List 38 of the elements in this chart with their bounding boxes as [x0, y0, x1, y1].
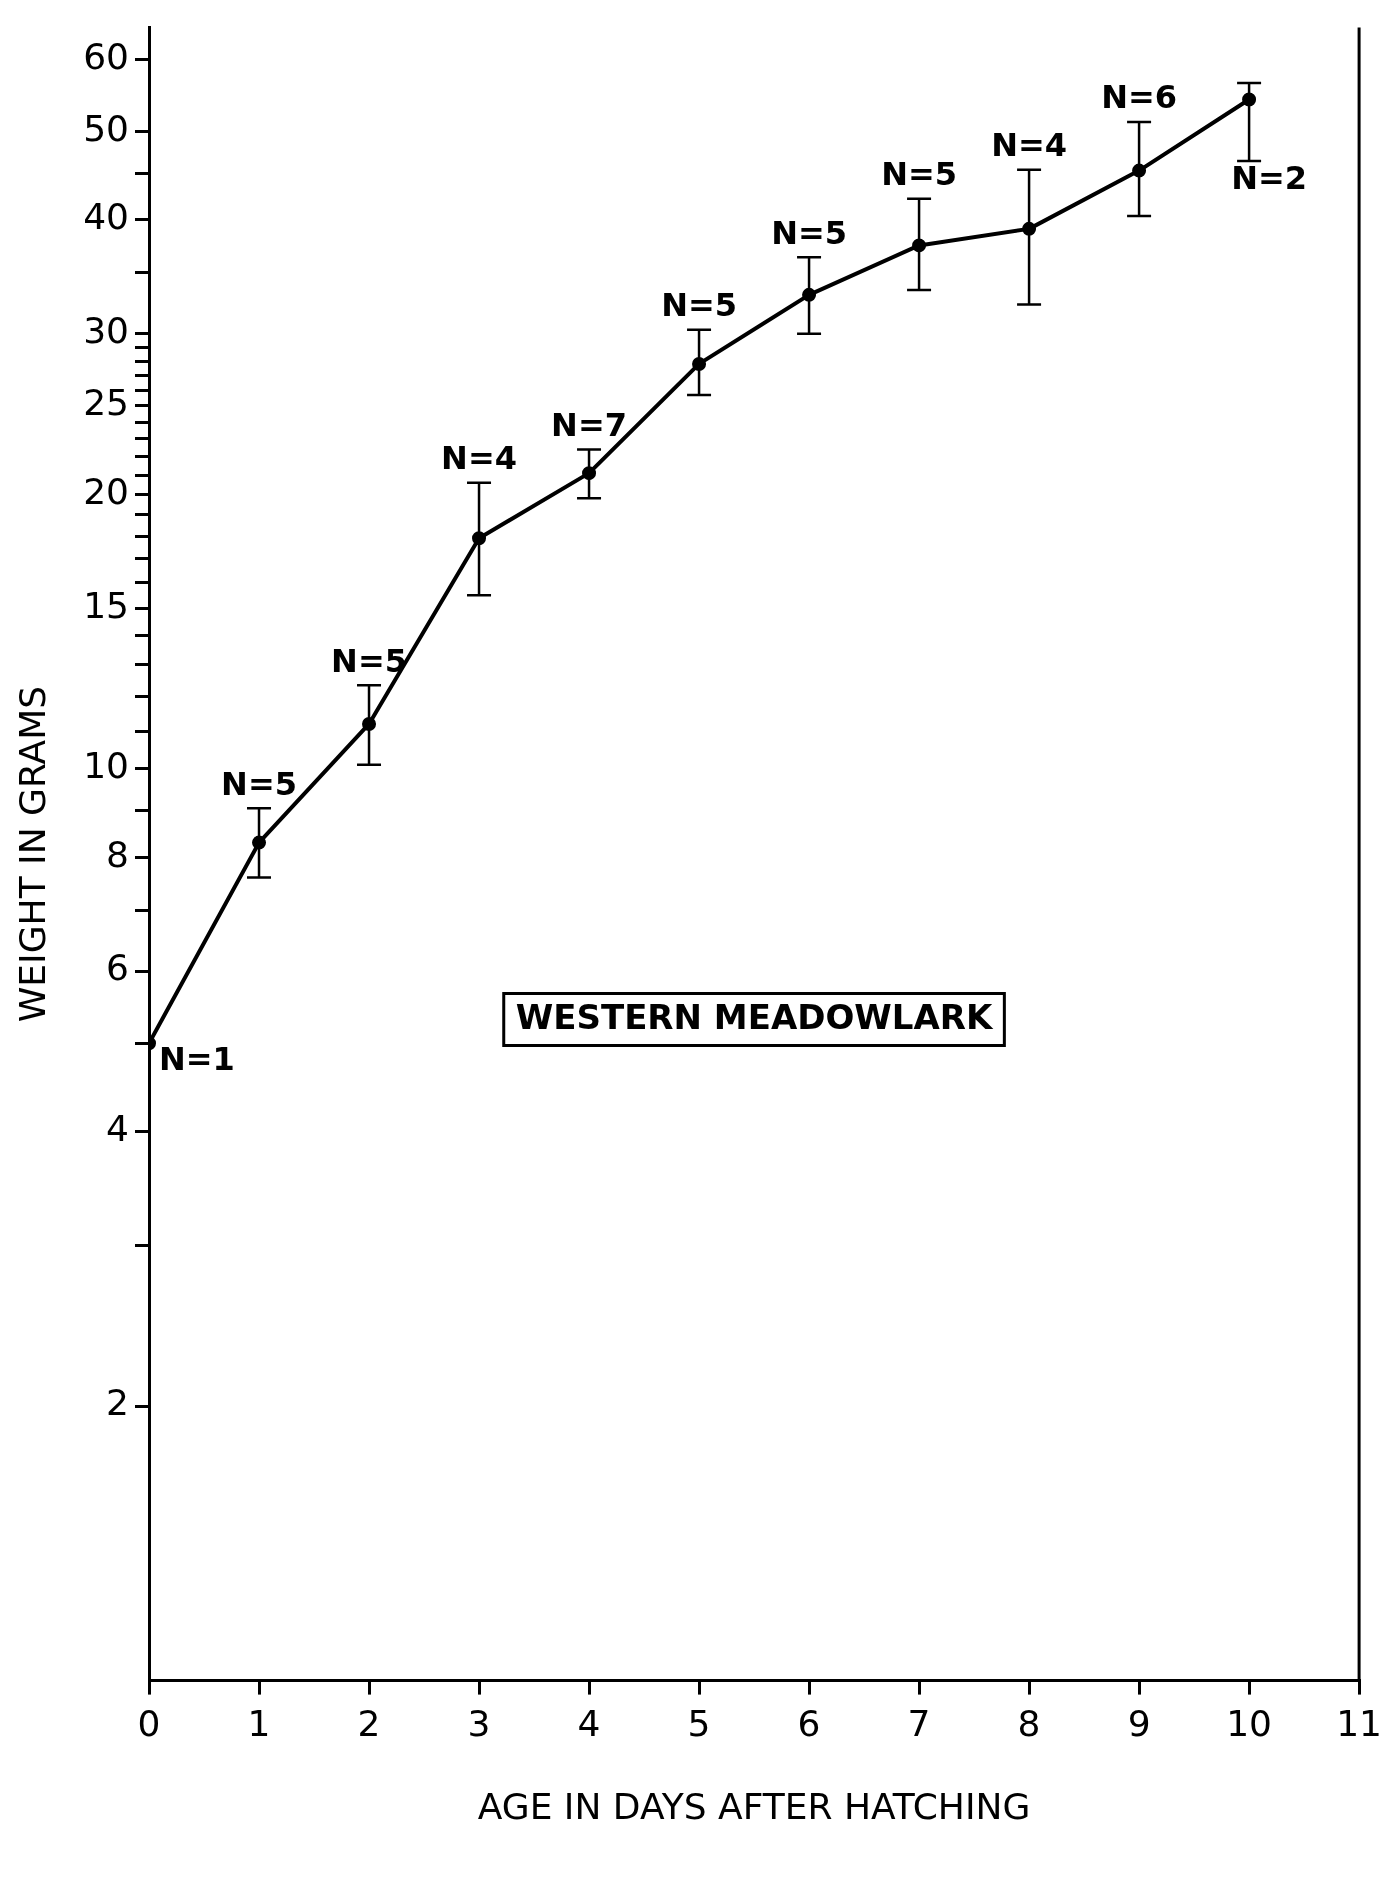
y-tick-label: 60 — [83, 35, 130, 77]
y-tick-label: 30 — [83, 310, 130, 352]
y-tick-label: 6 — [106, 947, 130, 989]
y-tick-label: 10 — [83, 745, 130, 787]
x-tick-label: 6 — [797, 1702, 821, 1744]
annotation: N=7 — [551, 405, 627, 444]
x-tick-label: 10 — [1226, 1702, 1272, 1744]
x-tick-label: 9 — [1127, 1702, 1151, 1744]
annotation: N=5 — [881, 154, 957, 193]
annotation: N=5 — [331, 641, 407, 680]
annotation: N=5 — [771, 213, 847, 252]
x-tick-label: 1 — [247, 1702, 271, 1744]
annotation: WESTERN MEADOWLARK — [515, 997, 995, 1038]
annotation: N=1 — [159, 1039, 235, 1078]
y-axis-title: WEIGHT IN GRAMS — [11, 685, 53, 1023]
y-tick-label: 15 — [83, 584, 130, 626]
annotation: N=2 — [1231, 159, 1308, 198]
annotation: N=4 — [991, 126, 1067, 165]
y-tick-label: 50 — [83, 107, 130, 149]
y-tick-label: 2 — [106, 1382, 130, 1424]
y-tick-label: 20 — [83, 470, 130, 512]
annotation: N=5 — [221, 764, 297, 803]
annotation: N=4 — [441, 438, 517, 477]
x-axis-title: AGE IN DAYS AFTER HATCHING — [477, 1785, 1031, 1827]
x-tick-label: 4 — [577, 1702, 601, 1744]
annotation: N=6 — [1101, 78, 1178, 117]
y-tick-label: 8 — [106, 833, 130, 875]
y-tick-label: 25 — [83, 382, 130, 424]
y-tick-label: 40 — [83, 196, 130, 238]
x-tick-label: 2 — [357, 1702, 381, 1744]
x-tick-label: 7 — [907, 1702, 931, 1744]
x-tick-label: 8 — [1017, 1702, 1041, 1744]
x-tick-label: 0 — [137, 1702, 161, 1744]
x-tick-label: 5 — [687, 1702, 711, 1744]
x-tick-label: 3 — [467, 1702, 491, 1744]
y-tick-label: 4 — [106, 1108, 130, 1150]
x-tick-label: 11 — [1336, 1702, 1382, 1744]
annotation: N=5 — [661, 286, 737, 325]
